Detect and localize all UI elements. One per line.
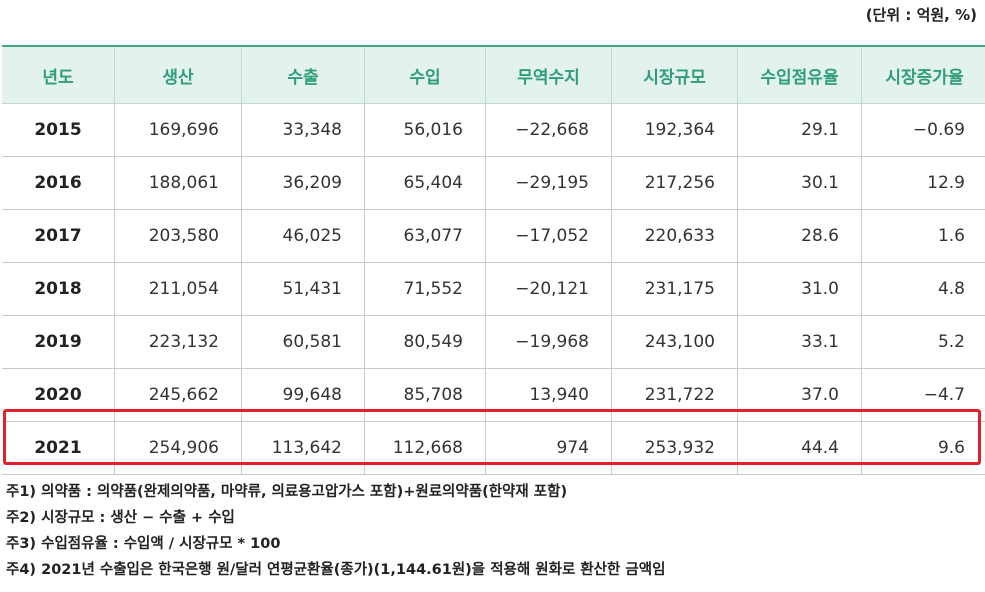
cell-market-size: 231,175	[611, 262, 738, 316]
unit-label: (단위 : 억원, %)	[865, 6, 977, 24]
cell-import: 56,016	[364, 103, 486, 157]
cell-production: 254,906	[114, 421, 242, 475]
cell-export: 113,642	[241, 421, 365, 475]
cell-production: 203,580	[114, 209, 242, 263]
cell-market-size: 231,722	[611, 368, 738, 422]
cell-year: 2018	[2, 262, 115, 316]
cell-trade-balance: −19,968	[485, 315, 612, 369]
cell-year: 2021	[2, 421, 115, 475]
table-row: 2018 211,054 51,431 71,552 −20,121 231,1…	[2, 262, 985, 316]
footnotes: 주1) 의약품 : 의약품(완제의약품, 마약류, 의료용고압가스 포함)+원료…	[6, 479, 665, 583]
cell-trade-balance: −20,121	[485, 262, 612, 316]
header-market-size: 시장규모	[611, 45, 738, 104]
cell-market-size: 220,633	[611, 209, 738, 263]
cell-production: 245,662	[114, 368, 242, 422]
cell-export: 51,431	[241, 262, 365, 316]
cell-production: 211,054	[114, 262, 242, 316]
cell-trade-balance: 974	[485, 421, 612, 475]
cell-market-growth: 4.8	[861, 262, 985, 316]
cell-export: 99,648	[241, 368, 365, 422]
cell-trade-balance: −17,052	[485, 209, 612, 263]
header-year: 년도	[2, 45, 115, 104]
cell-import: 80,549	[364, 315, 486, 369]
cell-import: 63,077	[364, 209, 486, 263]
cell-import-share: 29.1	[737, 103, 862, 157]
footnote-1: 주1) 의약품 : 의약품(완제의약품, 마약류, 의료용고압가스 포함)+원료…	[6, 484, 568, 500]
cell-import: 71,552	[364, 262, 486, 316]
statistics-table: 년도 생산 수출 수입 무역수지 시장규모 수입점유율 시장증가율 2015 1…	[2, 45, 985, 475]
cell-import: 65,404	[364, 156, 486, 210]
cell-production: 223,132	[114, 315, 242, 369]
table-row: 2017 203,580 46,025 63,077 −17,052 220,6…	[2, 209, 985, 263]
table-row: 2016 188,061 36,209 65,404 −29,195 217,2…	[2, 156, 985, 210]
cell-year: 2016	[2, 156, 115, 210]
cell-import-share: 31.0	[737, 262, 862, 316]
cell-import-share: 37.0	[737, 368, 862, 422]
cell-trade-balance: −22,668	[485, 103, 612, 157]
table-row: 2015 169,696 33,348 56,016 −22,668 192,3…	[2, 103, 985, 157]
cell-market-size: 243,100	[611, 315, 738, 369]
header-export: 수출	[241, 45, 365, 104]
header-import: 수입	[364, 45, 486, 104]
cell-export: 46,025	[241, 209, 365, 263]
cell-export: 33,348	[241, 103, 365, 157]
cell-production: 169,696	[114, 103, 242, 157]
table-row: 2020 245,662 99,648 85,708 13,940 231,72…	[2, 368, 985, 422]
cell-market-size: 253,932	[611, 421, 738, 475]
cell-market-size: 217,256	[611, 156, 738, 210]
footnote-3: 주3) 수입점유율 : 수입액 / 시장규모 * 100	[6, 536, 281, 552]
cell-trade-balance: 13,940	[485, 368, 612, 422]
cell-import-share: 44.4	[737, 421, 862, 475]
header-production: 생산	[114, 45, 242, 104]
cell-market-growth: −0.69	[861, 103, 985, 157]
cell-import: 112,668	[364, 421, 486, 475]
cell-market-growth: 1.6	[861, 209, 985, 263]
cell-export: 60,581	[241, 315, 365, 369]
header-import-share: 수입점유율	[737, 45, 862, 104]
cell-market-growth: −4.7	[861, 368, 985, 422]
header-market-growth: 시장증가율	[861, 45, 985, 104]
cell-year: 2017	[2, 209, 115, 263]
table-row: 2019 223,132 60,581 80,549 −19,968 243,1…	[2, 315, 985, 369]
cell-import-share: 33.1	[737, 315, 862, 369]
cell-market-growth: 5.2	[861, 315, 985, 369]
cell-production: 188,061	[114, 156, 242, 210]
cell-market-growth: 9.6	[861, 421, 985, 475]
cell-import-share: 28.6	[737, 209, 862, 263]
cell-market-size: 192,364	[611, 103, 738, 157]
footnote-2: 주2) 시장규모 : 생산 − 수출 + 수입	[6, 510, 235, 526]
cell-trade-balance: −29,195	[485, 156, 612, 210]
cell-year: 2020	[2, 368, 115, 422]
table-header-row: 년도 생산 수출 수입 무역수지 시장규모 수입점유율 시장증가율	[2, 45, 985, 104]
cell-export: 36,209	[241, 156, 365, 210]
table-row-highlighted: 2021 254,906 113,642 112,668 974 253,932…	[2, 421, 985, 475]
header-trade-balance: 무역수지	[485, 45, 612, 104]
cell-year: 2015	[2, 103, 115, 157]
cell-import-share: 30.1	[737, 156, 862, 210]
footnote-4: 주4) 2021년 수출입은 한국은행 원/달러 연평균환율(종가)(1,144…	[6, 562, 666, 578]
cell-year: 2019	[2, 315, 115, 369]
cell-import: 85,708	[364, 368, 486, 422]
cell-market-growth: 12.9	[861, 156, 985, 210]
